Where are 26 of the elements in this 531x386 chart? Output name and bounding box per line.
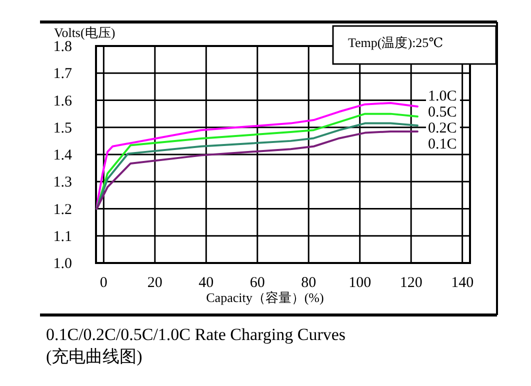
y-tick-label: 1.3 [53, 174, 72, 191]
text: 0.1C/0.2C/0.5C/1.0C Rate Charging Curves [46, 325, 346, 344]
y-tick-label: 1.6 [53, 93, 72, 110]
y-tick-label: 1.7 [53, 66, 72, 82]
x-tick-label: 20 [147, 275, 162, 291]
y-tick-label: 1.4 [53, 148, 72, 164]
x-tick-label: 40 [198, 275, 214, 291]
x-tick-label: 0 [100, 275, 108, 291]
series-label: 0.1C [428, 136, 457, 152]
series-label: 0.5C [428, 104, 457, 120]
x-tick-label: 140 [451, 275, 474, 291]
y-tick-label: 1.0 [53, 256, 72, 272]
x-tick-label: 80 [301, 275, 316, 291]
x-tick-label: 100 [348, 275, 372, 291]
x-axis-title: Capacity（容量）(%) [206, 290, 324, 305]
series-label: 0.2C [428, 120, 457, 136]
y-axis-title: Volts(电压) [54, 25, 116, 40]
x-tick-label: 60 [250, 275, 265, 291]
y-tick-label: 1.5 [53, 120, 72, 136]
y-tick-label: 1.1 [53, 228, 72, 245]
annotation: Temp(温度):25℃ [348, 35, 444, 50]
y-tick-label: 1.8 [53, 39, 72, 55]
text: (充电曲线图) [46, 347, 142, 366]
y-tick-label: 1.2 [53, 202, 72, 218]
series-label: 1.0C [428, 88, 457, 104]
x-tick-label: 120 [400, 275, 422, 291]
